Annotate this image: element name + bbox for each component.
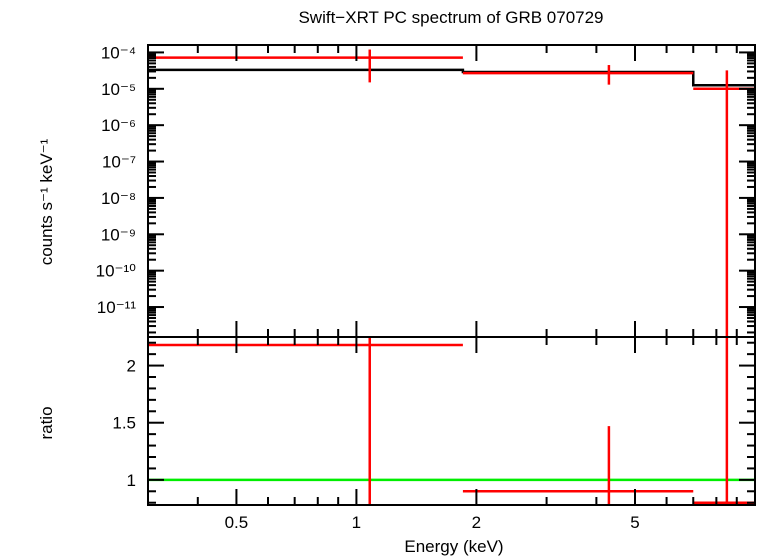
ratio-data-layer (148, 337, 755, 505)
spectrum-y-tick-label: 10⁻¹¹ (97, 298, 137, 317)
spectrum-y-tick-label: 10⁻⁴ (101, 43, 136, 62)
x-tick-label: 2 (472, 513, 481, 532)
ratio-y-tick-label: 1.5 (112, 414, 136, 433)
ratio-y-axis-label: ratio (37, 406, 56, 439)
spectrum-panel-frame (147, 44, 756, 338)
ratio-y-tick-label: 2 (127, 357, 136, 376)
ratio-y-tick-label: 1 (127, 471, 136, 490)
x-tick-label: 1 (352, 513, 361, 532)
spectrum-y-tick-label: 10⁻⁸ (101, 189, 136, 208)
x-axis-label: Energy (keV) (404, 537, 503, 556)
ratio-panel-frame (147, 336, 756, 506)
chart-title: Swift−XRT PC spectrum of GRB 070729 (298, 8, 603, 27)
spectrum-y-tick-label: 10⁻⁹ (101, 225, 136, 244)
x-tick-label: 0.5 (225, 513, 249, 532)
axes-layer: 10⁻⁴ 10⁻⁵ 10⁻⁶ 10⁻⁷ 10⁻⁸ 10⁻⁹ 10⁻¹⁰ 10⁻¹¹ 1 1.5 2 0… (96, 43, 756, 532)
spectrum-y-axis-label: counts s⁻¹ keV⁻¹ (37, 138, 56, 265)
spectrum-y-tick-label: 10⁻⁷ (102, 153, 136, 172)
x-tick-label: 5 (630, 513, 639, 532)
spectrum-y-tick-label: 10⁻⁵ (101, 80, 136, 99)
spectrum-data-layer (148, 49, 755, 337)
spectrum-y-tick-label: 10⁻⁶ (101, 116, 136, 135)
spectrum-y-tick-label: 10⁻¹⁰ (96, 262, 137, 281)
